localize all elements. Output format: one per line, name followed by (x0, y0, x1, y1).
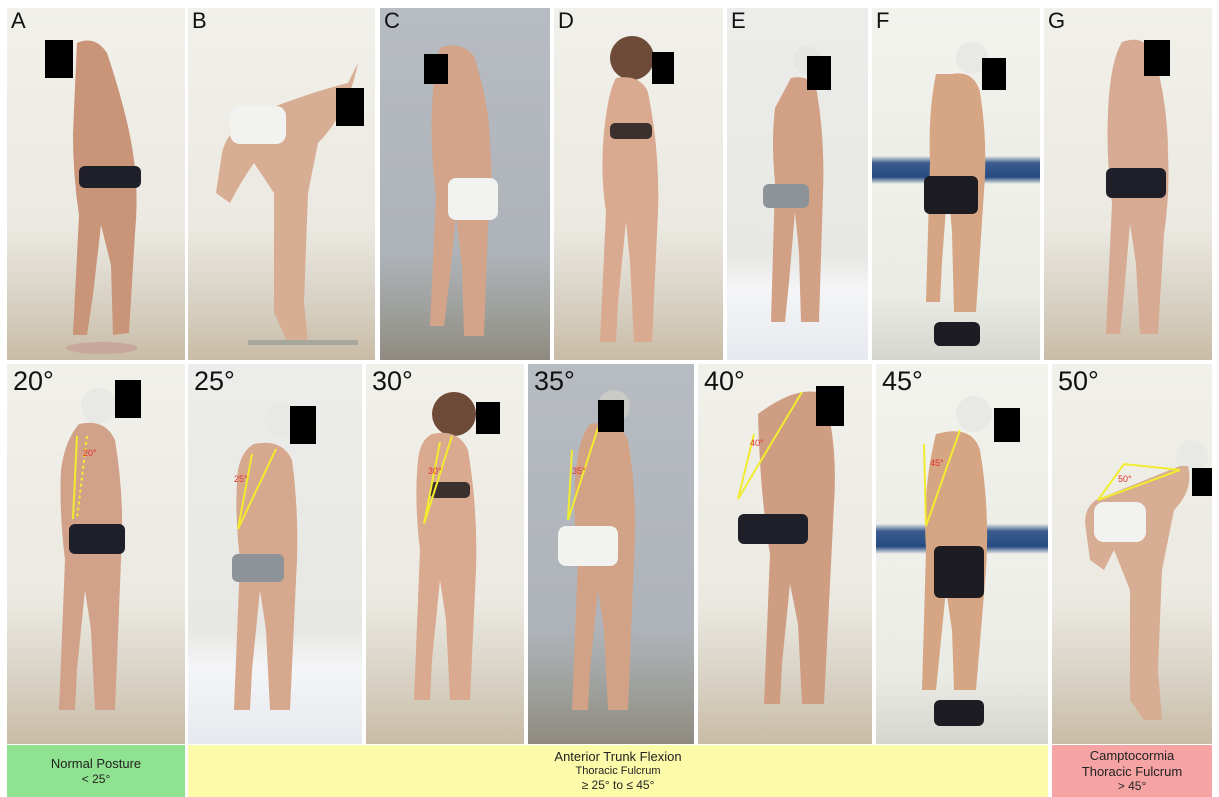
face-censor-box (424, 54, 448, 84)
angle-panel-20: 20° 20° (7, 364, 185, 744)
face-censor-box (1192, 468, 1212, 496)
photo-panel-b: B (188, 8, 375, 360)
face-censor-box (816, 386, 844, 426)
angle-label: 40° (704, 366, 745, 396)
category-title: Normal Posture (50, 756, 142, 771)
face-censor-box (807, 56, 831, 90)
category-title: Anterior Trunk Flexion (554, 749, 682, 765)
panel-label: G (1048, 8, 1066, 33)
angle-figure-45: 45° (922, 396, 992, 726)
angle-panel-45: 45° 45° (876, 364, 1048, 744)
angle-label: 50° (1058, 366, 1099, 396)
angle-panel-25: 25° 25° (188, 364, 362, 744)
angle-label: 30° (372, 366, 413, 396)
angle-label: 45° (882, 366, 923, 396)
standing-figure-e (763, 46, 824, 322)
svg-text:20°: 20° (83, 448, 97, 458)
standing-figure-d (600, 36, 659, 342)
angle-figure-40: 40° (737, 391, 835, 704)
angle-figure-50: 50° (1085, 440, 1208, 720)
panel-label: B (192, 8, 207, 33)
face-censor-box (115, 380, 141, 418)
category-range: < 25° (81, 771, 111, 786)
angle-panel-35: 35° 35° (528, 364, 694, 744)
panel-label: E (731, 8, 746, 33)
svg-text:50°: 50° (1118, 474, 1132, 484)
angle-figure-25: 25° (232, 402, 300, 710)
photo-panel-g: G (1044, 8, 1212, 360)
angle-label: 35° (534, 366, 575, 396)
svg-text:25°: 25° (234, 474, 248, 484)
photo-panel-d: D (554, 8, 723, 360)
face-censor-box (290, 406, 316, 444)
category-band-normal: Normal Posture < 25° (7, 745, 185, 797)
angle-label: 25° (194, 366, 235, 396)
svg-text:40°: 40° (750, 438, 764, 448)
angle-panel-40: 40° 40° (698, 364, 872, 744)
angle-figure-20: 20° (59, 388, 125, 710)
angle-label: 20° (13, 366, 54, 396)
face-censor-box (598, 400, 624, 432)
category-subtitle: Thoracic Fulcrum (1081, 763, 1183, 779)
category-range: > 45° (1117, 779, 1147, 794)
standing-figure-c (430, 45, 498, 336)
face-censor-box (45, 40, 73, 78)
standing-figure-f (924, 42, 988, 346)
standing-figure-g (1106, 39, 1169, 334)
standing-figure-a (66, 40, 141, 354)
angle-figure-30: 30° (414, 392, 477, 700)
photo-panel-a: A (7, 8, 185, 360)
face-censor-box (652, 52, 674, 84)
svg-text:30°: 30° (428, 466, 442, 476)
face-censor-box (982, 58, 1006, 90)
category-range: ≥ 25° to ≤ 45° (581, 778, 655, 793)
category-subtitle: Thoracic Fulcrum (575, 765, 661, 777)
category-title: Camptocormia (1089, 748, 1175, 764)
standing-figure-b (216, 63, 358, 345)
svg-text:45°: 45° (930, 458, 944, 468)
face-censor-box (476, 402, 500, 434)
angle-panel-50: 50° 50° (1052, 364, 1212, 744)
photo-panel-c: C (380, 8, 550, 360)
panel-label: D (558, 8, 574, 33)
panel-label: C (384, 8, 400, 33)
panel-label: A (11, 8, 26, 33)
face-censor-box (336, 88, 364, 126)
face-censor-box (1144, 40, 1170, 76)
angle-figure-35: 35° (558, 390, 636, 710)
face-censor-box (994, 408, 1020, 442)
photo-panel-f: F (872, 8, 1040, 360)
svg-text:35°: 35° (572, 466, 586, 476)
category-band-atf: Anterior Trunk Flexion Thoracic Fulcrum … (188, 745, 1048, 797)
category-band-camptocormia: Camptocormia Thoracic Fulcrum > 45° (1052, 745, 1212, 797)
panel-label: F (876, 8, 890, 33)
photo-panel-e: E (727, 8, 868, 360)
angle-panel-30: 30° 30° (366, 364, 524, 744)
